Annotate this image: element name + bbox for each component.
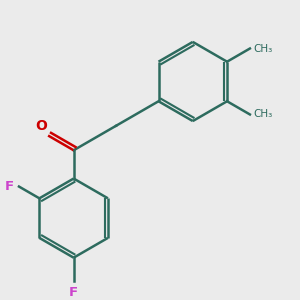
Text: F: F [5, 180, 14, 193]
Text: O: O [36, 119, 48, 133]
Text: CH₃: CH₃ [254, 110, 273, 119]
Text: CH₃: CH₃ [254, 44, 273, 53]
Text: F: F [69, 286, 78, 299]
